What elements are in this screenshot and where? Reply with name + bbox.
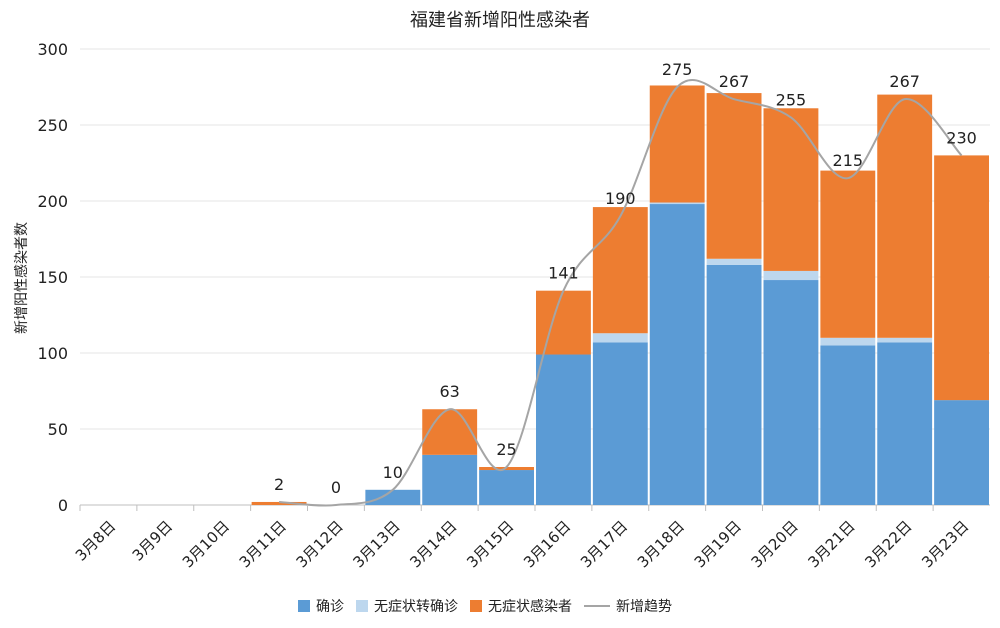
data-label: 25 <box>496 440 516 459</box>
y-tick-label: 150 <box>37 268 68 287</box>
data-label: 141 <box>548 264 579 283</box>
data-label: 190 <box>605 189 636 208</box>
data-label: 215 <box>833 151 864 170</box>
legend-label: 确诊 <box>316 599 344 615</box>
y-tick-label: 50 <box>48 420 68 439</box>
x-tick-label: 3月17日 <box>577 517 631 571</box>
bar-segment <box>820 345 876 505</box>
bar-segment <box>251 501 307 505</box>
x-tick-label: 3月13日 <box>349 517 403 571</box>
data-label: 0 <box>331 478 341 497</box>
data-label: 267 <box>719 72 750 91</box>
legend-swatch <box>470 600 482 612</box>
bar-segment <box>592 333 648 343</box>
y-axis-label: 新增阳性感染者数 <box>13 222 30 334</box>
bar-segment <box>479 470 534 505</box>
y-tick-label: 200 <box>37 192 68 211</box>
data-label: 267 <box>889 72 920 91</box>
bar-segment <box>649 204 705 506</box>
data-label: 63 <box>440 382 460 401</box>
data-label: 255 <box>776 90 807 109</box>
legend-swatch <box>298 600 310 612</box>
trend-line <box>279 79 963 507</box>
x-tick-label: 3月23日 <box>918 517 972 571</box>
data-label: 275 <box>662 60 693 79</box>
bar-segment <box>706 258 762 265</box>
x-tick-label: 3月10日 <box>179 517 233 571</box>
x-tick-label: 3月14日 <box>406 517 460 571</box>
bar-segment <box>820 337 876 346</box>
bar-segment <box>763 108 819 271</box>
y-tick-label: 0 <box>58 496 68 515</box>
data-label: 10 <box>383 463 403 482</box>
y-tick-label: 250 <box>37 116 68 135</box>
bar-segment <box>763 270 819 281</box>
bar-segment <box>706 264 762 505</box>
bar-segment <box>422 409 478 455</box>
x-tick-label: 3月16日 <box>520 517 574 571</box>
x-tick-label: 3月18日 <box>634 517 688 571</box>
bar-segment <box>649 202 705 205</box>
y-tick-label: 100 <box>37 344 68 363</box>
bar-segment <box>536 354 591 505</box>
bar-segment <box>877 94 933 338</box>
bar-segment <box>422 454 478 505</box>
x-tick-label: 3月20日 <box>748 517 802 571</box>
legend-label: 无症状感染者 <box>488 598 572 615</box>
data-label: 2 <box>274 475 284 494</box>
bar-segment <box>820 170 876 338</box>
x-tick-label: 3月15日 <box>463 517 517 571</box>
bar-segment <box>934 400 989 505</box>
x-tick-label: 3月19日 <box>691 517 745 571</box>
x-tick-label: 3月8日 <box>72 517 119 564</box>
bar-segment <box>877 342 933 505</box>
bar-segment <box>479 467 534 471</box>
bar-segment <box>592 207 648 334</box>
bar-segment <box>536 290 591 355</box>
x-tick-label: 3月22日 <box>861 517 915 571</box>
bar-segment <box>592 342 648 505</box>
bar-segment <box>706 93 762 259</box>
chart-title: 福建省新增阳性感染者 <box>410 10 590 31</box>
x-tick-label: 3月21日 <box>804 517 858 571</box>
bar-segment <box>365 489 421 505</box>
x-tick-label: 3月11日 <box>236 517 290 571</box>
bar-segment <box>877 337 933 343</box>
bar-segment <box>649 85 705 203</box>
bar-segment <box>763 280 819 505</box>
data-label: 230 <box>946 128 977 147</box>
x-tick-label: 3月9日 <box>129 517 176 564</box>
x-tick-label: 3月12日 <box>293 517 347 571</box>
legend-label: 新增趋势 <box>616 599 672 615</box>
legend-label: 无症状转确诊 <box>374 599 458 615</box>
y-tick-label: 300 <box>37 40 68 59</box>
bar-segment <box>934 155 989 401</box>
legend-swatch <box>356 600 368 612</box>
